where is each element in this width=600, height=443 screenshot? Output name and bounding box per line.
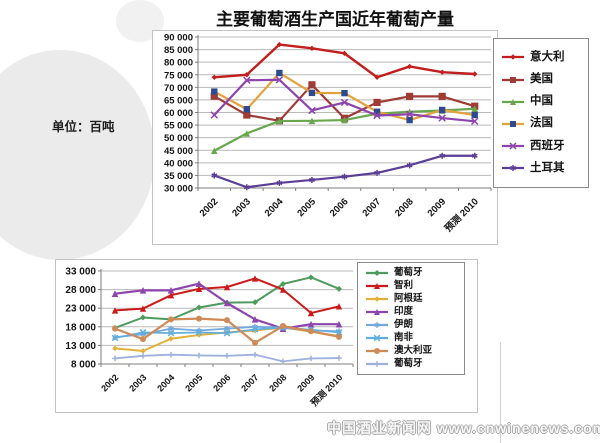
legend-marker-icon xyxy=(502,76,524,83)
legend-item: 中国 xyxy=(501,96,584,108)
y-axis-tick-label: 50 000 xyxy=(164,133,193,144)
x-axis-tick-label: 2006 xyxy=(328,196,351,219)
page-title: 主要葡萄酒生产国近年葡萄产量 xyxy=(216,10,454,29)
x-axis-tick-label: 2006 xyxy=(211,372,232,393)
legend-marker-icon xyxy=(366,361,388,367)
y-axis-tick-label: 28 000 xyxy=(65,285,96,296)
legend-marker-icon xyxy=(366,348,388,354)
y-axis-tick-label: 60 000 xyxy=(164,108,193,119)
legend-label: 美国 xyxy=(530,72,553,85)
legend-marker-icon xyxy=(366,283,388,289)
legend-item: 意大利 xyxy=(501,50,584,64)
legend-label: 法国 xyxy=(530,117,553,130)
legend-label: 西班牙 xyxy=(530,139,565,152)
legend-label: 中国 xyxy=(530,95,553,108)
chart-bottom-plot: 8 000 13 000 18 000 23 000 28 000 33 000 2002 2… xyxy=(65,267,354,408)
y-axis-tick-label: 55 000 xyxy=(164,121,193,132)
x-axis-tick-label: 2004 xyxy=(263,196,286,219)
x-axis-tick-label: 2009 xyxy=(426,196,449,219)
unit-label: 单位：百吨 xyxy=(52,120,115,134)
x-axis-tick-label: 2002 xyxy=(99,372,120,393)
watermark-text: 中国酒业新闻网 www.cnwinenews.com xyxy=(327,420,600,436)
y-axis-tick-label: 23 000 xyxy=(65,304,96,315)
x-axis-tick-label: 2005 xyxy=(295,196,318,219)
legend-item: 印度 xyxy=(365,307,460,317)
y-axis-tick-label: 18 000 xyxy=(65,322,96,333)
legend-item: 澳大利亚 xyxy=(365,346,460,356)
chart-bottom-legend: 葡萄牙 智利 阿根廷 印度 伊朗 南非 澳大利亚 葡萄牙 xyxy=(357,262,465,375)
legend-item: 葡萄牙 xyxy=(365,268,460,278)
legend-marker-icon xyxy=(366,270,388,276)
chart-top-production: 30 000 35 000 40 000 45 000 50 000 55 000 60 0… xyxy=(152,30,498,245)
y-axis-tick-label: 80 000 xyxy=(164,58,193,69)
legend-marker-icon xyxy=(366,322,388,328)
y-axis-tick-label: 40 000 xyxy=(164,158,193,169)
legend-item: 美国 xyxy=(501,72,584,86)
legend-label: 土耳其 xyxy=(530,161,565,174)
y-axis-tick-label: 85 000 xyxy=(164,45,193,56)
legend-label: 意大利 xyxy=(530,50,565,63)
legend-marker-icon xyxy=(366,309,388,315)
legend-item: 智利 xyxy=(365,281,460,291)
legend-label: 葡萄牙 xyxy=(394,358,423,370)
y-axis-tick-label: 13 000 xyxy=(65,341,96,352)
legend-item: 西班牙 xyxy=(501,139,584,153)
y-axis-tick-label: 45 000 xyxy=(164,146,193,157)
x-axis-tick-label: 2004 xyxy=(155,372,176,393)
legend-marker-icon xyxy=(502,98,524,105)
legend-marker-icon xyxy=(502,165,524,172)
x-axis-tick-label: 2008 xyxy=(267,372,288,393)
x-axis-tick-label: 2009 xyxy=(295,372,316,393)
x-axis-tick-label: 2005 xyxy=(183,372,204,393)
legend-label: 葡萄牙 xyxy=(394,267,423,279)
y-axis-tick-label: 30 000 xyxy=(164,184,193,195)
legend-label: 阿根廷 xyxy=(394,293,423,305)
legend-marker-icon xyxy=(502,142,524,150)
x-axis-tick-label: 预测 2010 xyxy=(442,196,481,235)
x-axis-tick-label: 2007 xyxy=(360,196,383,219)
y-axis-tick-label: 90 000 xyxy=(164,33,193,44)
x-axis-tick-label: 2008 xyxy=(393,196,416,219)
y-axis-tick-label: 75 000 xyxy=(164,70,193,81)
legend-marker-icon xyxy=(502,121,524,128)
legend-marker-icon xyxy=(502,54,524,61)
legend-marker-icon xyxy=(366,296,388,302)
x-axis-tick-label: 2007 xyxy=(239,372,260,393)
legend-label: 伊朗 xyxy=(394,319,414,331)
y-axis-tick-label: 35 000 xyxy=(164,171,193,182)
legend-item: 土耳其 xyxy=(501,161,584,175)
legend-item: 伊朗 xyxy=(365,320,460,330)
legend-label: 澳大利亚 xyxy=(394,345,433,357)
background-blob xyxy=(0,50,155,260)
legend-item: 法国 xyxy=(501,118,584,130)
x-axis-tick-label: 2003 xyxy=(127,372,148,393)
chart-top-legend: 意大利美国中国法国西班牙土耳其 xyxy=(493,38,589,188)
legend-label: 智利 xyxy=(394,280,414,292)
legend-label: 印度 xyxy=(394,306,414,318)
y-axis-tick-label: 33 000 xyxy=(65,267,96,278)
legend-marker-icon xyxy=(366,334,388,342)
legend-item: 阿根廷 xyxy=(365,294,460,304)
legend-item: 南非 xyxy=(365,333,460,343)
legend-item: 葡萄牙 xyxy=(365,359,460,369)
y-axis-tick-label: 70 000 xyxy=(164,83,193,94)
y-axis-tick-label: 65 000 xyxy=(164,95,193,106)
legend-label: 南非 xyxy=(394,332,414,344)
y-axis-tick-label: 8 000 xyxy=(71,360,96,371)
divider-line xyxy=(500,342,501,443)
x-axis-tick-label: 2002 xyxy=(198,196,221,219)
x-axis-tick-label: 2003 xyxy=(230,196,253,219)
